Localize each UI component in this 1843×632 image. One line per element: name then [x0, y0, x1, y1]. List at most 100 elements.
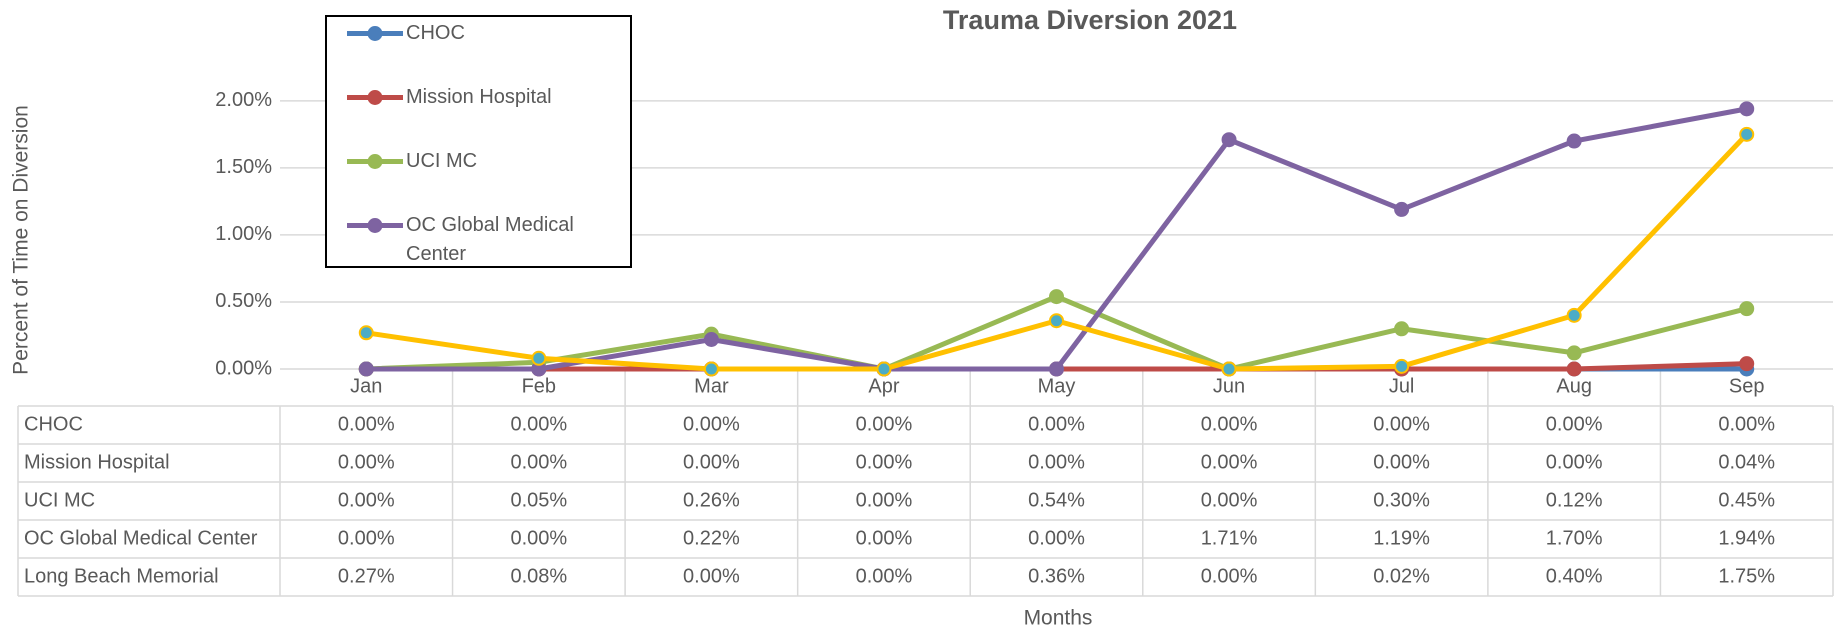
point-marker — [1049, 361, 1064, 377]
table-cell: 1.19% — [1373, 527, 1430, 549]
point-marker — [1739, 356, 1755, 372]
legend-swatch — [347, 218, 403, 233]
table-cell: 0.00% — [1373, 451, 1430, 473]
point-marker — [1566, 307, 1582, 323]
legend-marker — [367, 154, 383, 169]
table-cell: 0.00% — [1201, 565, 1258, 587]
point-marker — [703, 332, 719, 347]
x-tick-label: Jan — [350, 375, 382, 397]
x-tick-label: Jun — [1213, 375, 1245, 397]
legend-marker — [367, 218, 383, 233]
table-row-header: Mission Hospital — [24, 451, 170, 473]
table-cell: 0.00% — [856, 489, 913, 511]
x-axis-label: Months — [1024, 607, 1093, 630]
point-marker — [1739, 301, 1755, 317]
table-cell: 0.05% — [510, 489, 567, 511]
y-axis-label: Percent of Time on Diversion — [10, 105, 33, 375]
table-cell: 0.00% — [1718, 413, 1775, 435]
point-marker — [1221, 132, 1237, 148]
table-cell: 0.12% — [1546, 489, 1603, 511]
point-marker — [1566, 361, 1582, 377]
table-cell: 0.04% — [1718, 451, 1775, 473]
table-cell: 0.00% — [1028, 451, 1085, 473]
x-tick-label: Mar — [694, 375, 729, 397]
chart-title: Trauma Diversion 2021 — [943, 5, 1237, 35]
legend-label: UCI MC — [406, 150, 478, 172]
table-cell: 0.27% — [338, 565, 395, 587]
x-tick-label: Sep — [1729, 375, 1765, 397]
table-cell: 0.00% — [338, 489, 395, 511]
table-cell: 0.00% — [338, 413, 395, 435]
table-cell: 0.00% — [856, 527, 913, 549]
table-cell: 0.00% — [1546, 413, 1603, 435]
table-cell: 0.00% — [1201, 413, 1258, 435]
table-cell: 0.00% — [683, 565, 740, 587]
table-cell: 0.00% — [1546, 451, 1603, 473]
table-cell: 0.00% — [1201, 451, 1258, 473]
point-marker — [1566, 133, 1582, 149]
table-cell: 0.02% — [1373, 565, 1430, 587]
table-cell: 0.00% — [338, 527, 395, 549]
point-marker — [1049, 313, 1064, 329]
legend-swatch — [347, 90, 403, 105]
table-cell: 0.00% — [1373, 413, 1430, 435]
x-tick-label: Apr — [868, 375, 899, 397]
legend-swatch — [347, 26, 403, 41]
table-cell: 0.36% — [1028, 565, 1085, 587]
table-cell: 0.22% — [683, 527, 740, 549]
x-tick-label: May — [1038, 375, 1076, 397]
legend-marker — [367, 90, 383, 105]
table-cell: 0.00% — [1201, 489, 1258, 511]
legend-label: Mission Hospital — [406, 86, 552, 108]
table-row-header: Long Beach Memorial — [24, 565, 219, 587]
table-cell: 1.94% — [1718, 527, 1775, 549]
x-tick-label: Jul — [1389, 375, 1415, 397]
point-marker — [876, 361, 892, 377]
table-row-header: OC Global Medical Center — [24, 527, 258, 549]
legend-marker — [367, 26, 383, 41]
table-cell: 0.45% — [1718, 489, 1775, 511]
table-cell: 0.00% — [510, 413, 567, 435]
table-cell: 0.00% — [856, 413, 913, 435]
table-row-header: CHOC — [24, 413, 83, 435]
point-marker — [1566, 345, 1582, 361]
y-tick-label: 1.00% — [215, 223, 272, 245]
table-cell: 0.00% — [510, 527, 567, 549]
table-cell: 0.08% — [510, 565, 567, 587]
point-marker — [531, 350, 547, 366]
legend-label: OC Global Medical Center — [406, 214, 574, 265]
y-tick-label: 2.00% — [215, 89, 272, 111]
point-marker — [1739, 101, 1755, 117]
legend: CHOC Mission Hospital UCI MC OC Global Medi… — [325, 15, 632, 268]
point-marker — [1394, 201, 1410, 217]
table-cell: 1.70% — [1546, 527, 1603, 549]
table-cell: 0.26% — [683, 489, 740, 511]
point-marker — [1394, 321, 1410, 337]
point-marker — [1221, 361, 1237, 377]
table-row-header: UCI MC — [24, 489, 95, 511]
y-tick-label: 1.50% — [215, 156, 272, 178]
table-cell: 1.71% — [1201, 527, 1258, 549]
table-cell: 0.00% — [1028, 413, 1085, 435]
x-tick-label: Aug — [1556, 375, 1592, 397]
table-cell: 0.00% — [338, 451, 395, 473]
point-marker — [358, 325, 374, 341]
table-cell: 0.54% — [1028, 489, 1085, 511]
table-cell: 0.40% — [1546, 565, 1603, 587]
point-marker — [703, 361, 719, 377]
table-cell: 0.00% — [683, 413, 740, 435]
table-cell: 0.30% — [1373, 489, 1430, 511]
point-marker — [1049, 289, 1064, 305]
point-marker — [358, 361, 374, 377]
y-tick-label: 0.00% — [215, 357, 272, 379]
point-marker — [1739, 126, 1755, 142]
table-cell: 0.00% — [856, 451, 913, 473]
legend-swatch — [347, 154, 403, 169]
table-cell: 0.00% — [683, 451, 740, 473]
point-marker — [1394, 358, 1410, 374]
legend-label: CHOC — [406, 22, 465, 44]
table-cell: 1.75% — [1718, 565, 1775, 587]
table-cell: 0.00% — [856, 565, 913, 587]
